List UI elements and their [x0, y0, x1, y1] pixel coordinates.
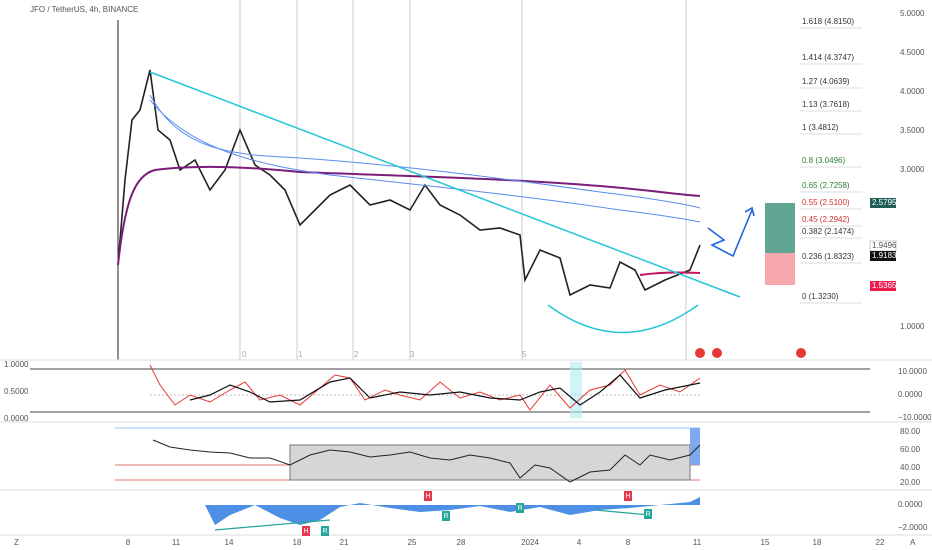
- fib-levels: 1.618 (4.8150) 1.414 (4.3747) 1.27 (4.0639…: [800, 17, 862, 304]
- fib-label: 0.8 (3.0496): [802, 156, 845, 165]
- fib-label: 1.13 (3.7618): [802, 100, 850, 109]
- price-candles: [117, 69, 701, 297]
- price-label: 5.0000: [900, 9, 925, 18]
- time-label: 22: [876, 538, 885, 547]
- symbol-title: JFO / TetherUS, 4h, BINANCE: [30, 5, 138, 14]
- long-target-zone: [765, 203, 795, 253]
- session-mark: 3: [410, 350, 415, 359]
- arrow-head: [744, 206, 755, 217]
- osc-left-label: 0.5000: [4, 387, 29, 396]
- event-icons: [695, 348, 806, 358]
- macd-label: −2.0000: [898, 523, 928, 532]
- rounding-bottom: [547, 304, 699, 334]
- trendline: [149, 71, 741, 298]
- current-tag: [870, 251, 896, 261]
- fib-label: 1.27 (4.0639): [802, 77, 850, 86]
- macd-marker: [424, 491, 432, 501]
- macd-labels: 0.0000 −2.0000: [898, 500, 928, 532]
- time-label: 8: [626, 538, 631, 547]
- fib-label: 0.55 (2.5100): [802, 198, 850, 207]
- price-label: 1.0000: [900, 322, 925, 331]
- macd-label: 0.0000: [898, 500, 923, 509]
- fib-label: 1.618 (4.8150): [802, 17, 854, 26]
- fib-label: 0.382 (2.1474): [802, 227, 854, 236]
- macd-marker: [321, 526, 329, 536]
- macd-marker-text: H: [625, 493, 630, 500]
- time-axis: 8 11 14 18 21 25 28 2024 4 8 11 15 18 22: [126, 538, 885, 547]
- macd-marker-text: H: [303, 528, 308, 535]
- stop-tag: [870, 281, 896, 291]
- macd-marker: [644, 509, 652, 519]
- rsi-label: 80.00: [900, 427, 921, 436]
- moving-average-long: [117, 165, 701, 266]
- moving-average-fast: [639, 271, 701, 276]
- time-label: 2024: [521, 538, 539, 547]
- osc-left-label: 0.0000: [4, 414, 29, 423]
- macd-marker: [442, 511, 450, 521]
- price-label: 4.5000: [900, 48, 925, 57]
- price-label: 4.0000: [900, 87, 925, 96]
- osc-right-label: 0.0000: [898, 390, 923, 399]
- moving-average-mid: [149, 94, 701, 209]
- time-label: 8: [126, 538, 131, 547]
- time-label: 15: [761, 538, 770, 547]
- rsi-labels: 80.00 60.00 40.00 20.00: [900, 427, 921, 487]
- long-stop-zone: [765, 253, 795, 285]
- oscillator-pane: [30, 362, 870, 418]
- fib-label: 0.236 (1.8323): [802, 252, 854, 261]
- fib-label: 1.414 (4.3747): [802, 53, 854, 62]
- session-lines: [239, 0, 687, 360]
- session-mark: 0: [242, 350, 247, 359]
- moving-average-short: [149, 99, 701, 223]
- fib-label: 1 (3.4812): [802, 123, 839, 132]
- osc-right-label: 10.0000: [898, 367, 927, 376]
- macd-marker: [516, 503, 524, 513]
- macd-marker-text: H: [425, 493, 430, 500]
- time-label: 11: [693, 538, 702, 547]
- time-label: 18: [293, 538, 302, 547]
- rsi-label: 20.00: [900, 478, 921, 487]
- macd-marker-text: R: [322, 528, 327, 535]
- time-label: 25: [408, 538, 417, 547]
- fib-label: 0.45 (2.2942): [802, 215, 850, 224]
- macd-marker-text: R: [443, 513, 448, 520]
- time-label: 11: [172, 538, 181, 547]
- session-mark: 5: [522, 350, 527, 359]
- rsi-pane: [115, 427, 701, 483]
- price-label: 3.0000: [900, 165, 925, 174]
- target-tag-text: 2.5795: [872, 198, 897, 207]
- session-marks: 0 1 2 3 5: [242, 350, 527, 359]
- current-tag-text: 1.9183: [872, 251, 897, 260]
- oscillator-labels: 1.0000 0.5000 0.0000 10.0000 0.0000 −10.0000: [4, 360, 932, 423]
- time-label: 18: [813, 538, 822, 547]
- rsi-label: 60.00: [900, 445, 921, 454]
- rsi-label: 40.00: [900, 463, 921, 472]
- macd-marker: [302, 526, 310, 536]
- macd-marker: [624, 491, 632, 501]
- corner-left: Z: [14, 538, 19, 547]
- price-scale: 5.0000 4.5000 4.0000 3.5000 3.0000 1.0000: [900, 9, 925, 331]
- macd-marker-text: R: [645, 511, 650, 518]
- fib-label: 0 (1.3230): [802, 292, 839, 301]
- session-mark: 2: [354, 350, 359, 359]
- osc-left-label: 1.0000: [4, 360, 29, 369]
- macd-markers: H R R H R H R: [302, 491, 652, 536]
- macd-marker-text: R: [517, 505, 522, 512]
- osc-right-label: −10.0000: [898, 413, 932, 422]
- time-label: 28: [457, 538, 466, 547]
- stop-tag-text: 1.5365: [872, 281, 897, 290]
- time-label: 4: [577, 538, 582, 547]
- corner-right: A: [910, 538, 916, 547]
- time-label: 21: [340, 538, 349, 547]
- session-mark: 1: [298, 350, 303, 359]
- time-label: 14: [225, 538, 234, 547]
- price-label: 3.5000: [900, 126, 925, 135]
- last-tag-text: 1.9496: [872, 241, 897, 250]
- projection-arrow: [707, 209, 753, 258]
- pane-separators: [0, 359, 932, 536]
- target-tag: [870, 198, 896, 208]
- macd-pane: [205, 497, 700, 531]
- fib-label: 0.65 (2.7258): [802, 181, 850, 190]
